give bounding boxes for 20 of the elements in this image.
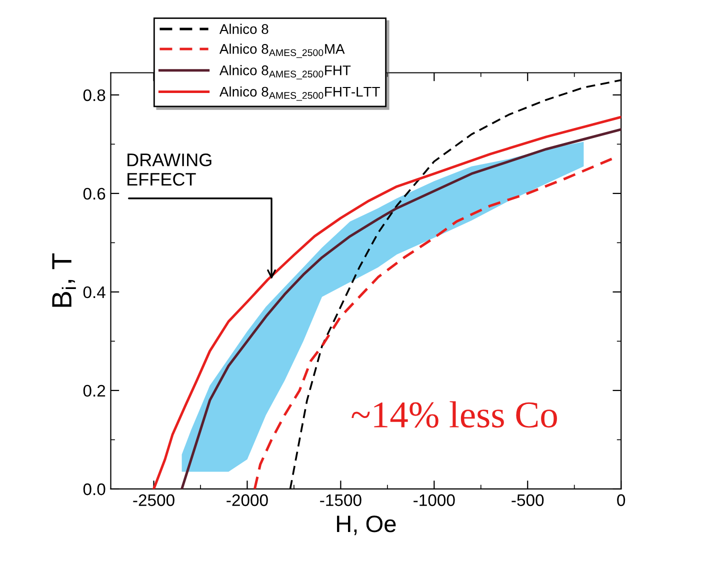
y-tick-label: 0.4 xyxy=(83,286,106,298)
x-tick-label: -1000 xyxy=(414,494,455,506)
x-tick-label: -500 xyxy=(512,494,544,506)
line-series xyxy=(253,158,613,489)
y-axis-title: B$_{i}$, T xyxy=(52,253,76,307)
x-axis-title: H, Oe xyxy=(337,516,396,536)
annotation: DRAWING EFFECT xyxy=(128,154,212,186)
legend-label: Alnico 8$_{AMES_2500}$FHT xyxy=(219,65,351,80)
y-tick-label: 0.2 xyxy=(83,384,106,397)
x-tick-label: -2000 xyxy=(226,494,268,506)
legend-label: Alnico 8$_{AMES_2500}$MA xyxy=(219,44,345,58)
y-tick-label: 0.8 xyxy=(83,89,106,102)
x-tick-label: 0 xyxy=(617,494,626,506)
y-tick-label: 0.6 xyxy=(83,188,106,200)
x-tick-label: -2500 xyxy=(133,494,174,506)
legend-label: Alnico 8$_{AMES_2500}$FHT-LTT xyxy=(219,86,380,101)
legend-label: Alnico 8 xyxy=(219,24,268,34)
annotation: ~14% less Co xyxy=(352,401,557,428)
y-tick-label: 0.0 xyxy=(83,483,106,496)
x-tick-label: -1500 xyxy=(320,494,362,506)
